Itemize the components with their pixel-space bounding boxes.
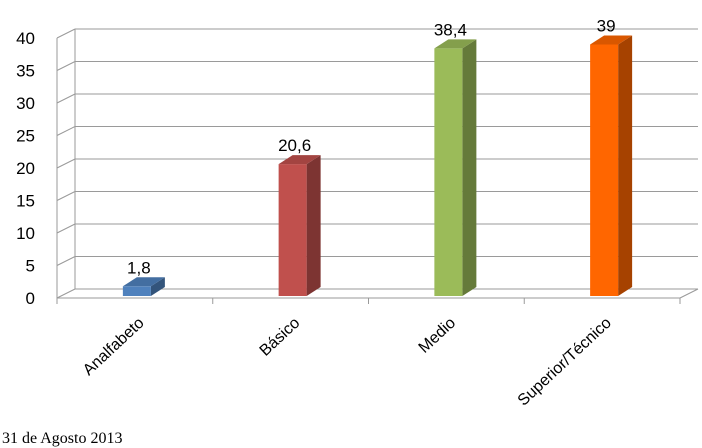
y-tick-label: 5 <box>26 257 35 276</box>
bar <box>590 44 619 296</box>
bar-top <box>590 35 633 45</box>
gridline-side <box>56 126 76 136</box>
gridline-side <box>56 191 76 201</box>
bar <box>434 48 463 297</box>
data-label: 20,6 <box>278 136 311 155</box>
y-tick-label: 10 <box>16 224 35 243</box>
bar <box>278 164 307 296</box>
gridline-side <box>56 158 76 169</box>
bar-top <box>122 277 165 287</box>
x-category-label: Medio <box>416 314 460 356</box>
y-tick-label: 25 <box>16 127 35 146</box>
x-category-label: Analfabeto <box>80 314 148 379</box>
data-label: 38,4 <box>434 20 467 39</box>
gridline-side <box>56 28 76 39</box>
y-tick-label: 40 <box>16 29 35 48</box>
y-tick-label: 0 <box>26 289 35 308</box>
data-label: 39 <box>597 17 616 36</box>
x-category-label: Básico <box>257 314 304 359</box>
bar-side <box>618 35 633 296</box>
bar <box>122 286 151 296</box>
gridline-side <box>56 256 76 266</box>
footnote-date: 31 de Agosto 2013 <box>2 430 123 447</box>
gridline-side <box>56 61 76 71</box>
x-category-label: Superior/Técnico <box>515 314 615 409</box>
floor-edge <box>679 288 699 299</box>
data-label: 1,8 <box>127 258 151 277</box>
bar-side <box>150 277 165 296</box>
y-tick-label: 30 <box>16 94 35 113</box>
y-tick-label: 15 <box>16 192 35 211</box>
gridline-side <box>56 93 76 104</box>
gridline-side <box>56 288 76 299</box>
y-tick-label: 35 <box>16 62 35 81</box>
bar-side <box>462 39 477 297</box>
y-tick-label: 20 <box>16 159 35 178</box>
bar-top <box>434 39 477 49</box>
bar-side <box>306 155 321 296</box>
bar-top <box>278 155 321 165</box>
gridline-side <box>56 223 76 234</box>
